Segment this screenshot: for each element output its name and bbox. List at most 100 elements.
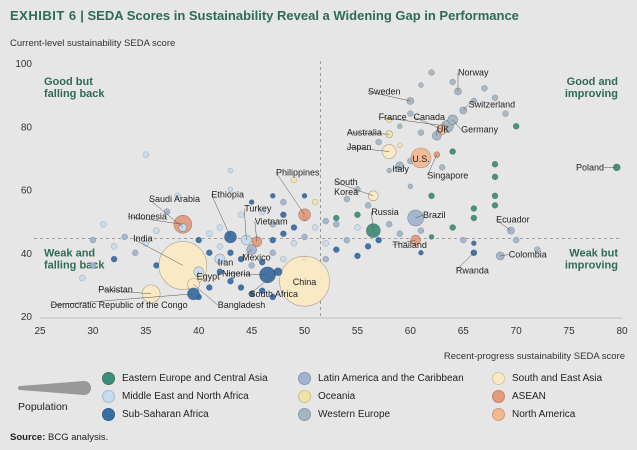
leader-line <box>243 208 247 241</box>
data-point <box>237 211 245 219</box>
leader-line <box>196 271 199 277</box>
data-point <box>301 193 308 199</box>
data-point <box>269 221 277 228</box>
leader-line <box>148 198 184 228</box>
source-label: Source: <box>10 432 46 443</box>
country-label: Germany <box>461 125 499 135</box>
data-point <box>258 287 266 294</box>
data-point <box>333 246 340 253</box>
data-point <box>397 142 403 148</box>
leader-line <box>500 254 509 257</box>
data-point <box>142 151 150 158</box>
country-label: UK <box>437 125 450 135</box>
data-point <box>354 211 361 219</box>
country-label: Norway <box>458 68 489 78</box>
country-label: Thailand <box>392 240 427 250</box>
data-point <box>258 208 266 215</box>
legend-item: Sub-Saharan Africa <box>102 408 209 421</box>
data-point <box>449 78 456 86</box>
country-label: Philippines <box>276 167 320 177</box>
data-point <box>206 284 213 291</box>
data-point <box>258 258 266 266</box>
data-point <box>216 268 224 275</box>
data-point <box>248 262 255 269</box>
leader-line <box>413 116 443 130</box>
country-point-china <box>279 255 330 307</box>
data-point <box>269 249 277 256</box>
data-point <box>280 211 287 219</box>
y-tick-label: 100 <box>15 59 32 70</box>
leader-line <box>378 116 448 127</box>
legend-label: Middle East and North Africa <box>122 391 249 402</box>
country-label: Egypt <box>197 272 221 282</box>
data-point <box>248 290 255 298</box>
legend-swatch <box>298 372 311 385</box>
data-point <box>322 255 329 263</box>
leader-line <box>455 252 475 271</box>
data-point <box>121 233 128 241</box>
x-tick-label: 65 <box>458 326 470 337</box>
data-point <box>491 160 499 168</box>
data-point <box>343 236 351 244</box>
data-point <box>471 240 477 247</box>
population-wedge <box>20 381 91 395</box>
leader-line <box>127 216 183 225</box>
legend-label: Oceania <box>318 391 356 402</box>
country-label: Nigeria <box>222 268 251 278</box>
data-point <box>417 129 425 136</box>
data-point <box>110 243 118 250</box>
data-point <box>343 195 351 203</box>
data-point <box>397 123 403 129</box>
country-label: South <box>334 177 358 187</box>
country-label: Colombia <box>509 249 547 259</box>
leader-line <box>249 271 279 295</box>
leader-line <box>415 214 424 219</box>
quadrant-label: improving <box>565 260 618 272</box>
country-label: Russia <box>371 207 399 217</box>
x-tick-label: 80 <box>616 326 628 337</box>
data-point <box>428 234 435 240</box>
y-tick-label: 20 <box>21 312 33 323</box>
country-label: Switzerland <box>469 99 516 109</box>
country-point-colombia <box>496 251 505 261</box>
data-point <box>354 252 361 260</box>
data-point <box>79 274 86 282</box>
x-tick-label: 40 <box>193 326 205 337</box>
data-point <box>470 97 478 105</box>
data-point <box>375 236 382 244</box>
title-text: SEDA Scores in Sustainability Reveal a W… <box>87 8 519 23</box>
x-tick-label: 70 <box>511 326 523 337</box>
quadrant-label: falling back <box>44 88 105 100</box>
country-label: Italy <box>392 164 409 174</box>
country-label: Bangladesh <box>218 300 266 310</box>
country-label: Saudi Arabia <box>149 194 200 204</box>
data-point <box>417 227 425 234</box>
data-point <box>512 123 520 130</box>
data-point <box>322 240 329 247</box>
legend-swatch <box>102 372 115 385</box>
legend-swatch <box>102 408 115 421</box>
data-point <box>438 164 446 171</box>
leader-line <box>346 146 390 152</box>
data-point <box>333 214 340 222</box>
data-point <box>481 85 488 92</box>
leader-line <box>254 221 258 242</box>
data-point <box>385 221 393 228</box>
country-label: Korea <box>334 187 358 197</box>
data-point <box>206 230 213 238</box>
data-point <box>375 138 382 146</box>
quadrant-label: improving <box>565 88 618 100</box>
country-label: Turkey <box>244 204 272 214</box>
data-point <box>269 236 277 244</box>
data-point <box>364 243 372 250</box>
data-point <box>216 224 224 231</box>
data-point <box>449 148 456 155</box>
legend-item: Latin America and the Caribbean <box>298 372 464 385</box>
y-tick-label: 40 <box>21 249 33 260</box>
country-label: India <box>133 234 153 244</box>
data-point <box>270 193 276 199</box>
data-point <box>311 224 319 231</box>
country-label: Pakistan <box>98 284 133 294</box>
data-point <box>354 186 361 193</box>
